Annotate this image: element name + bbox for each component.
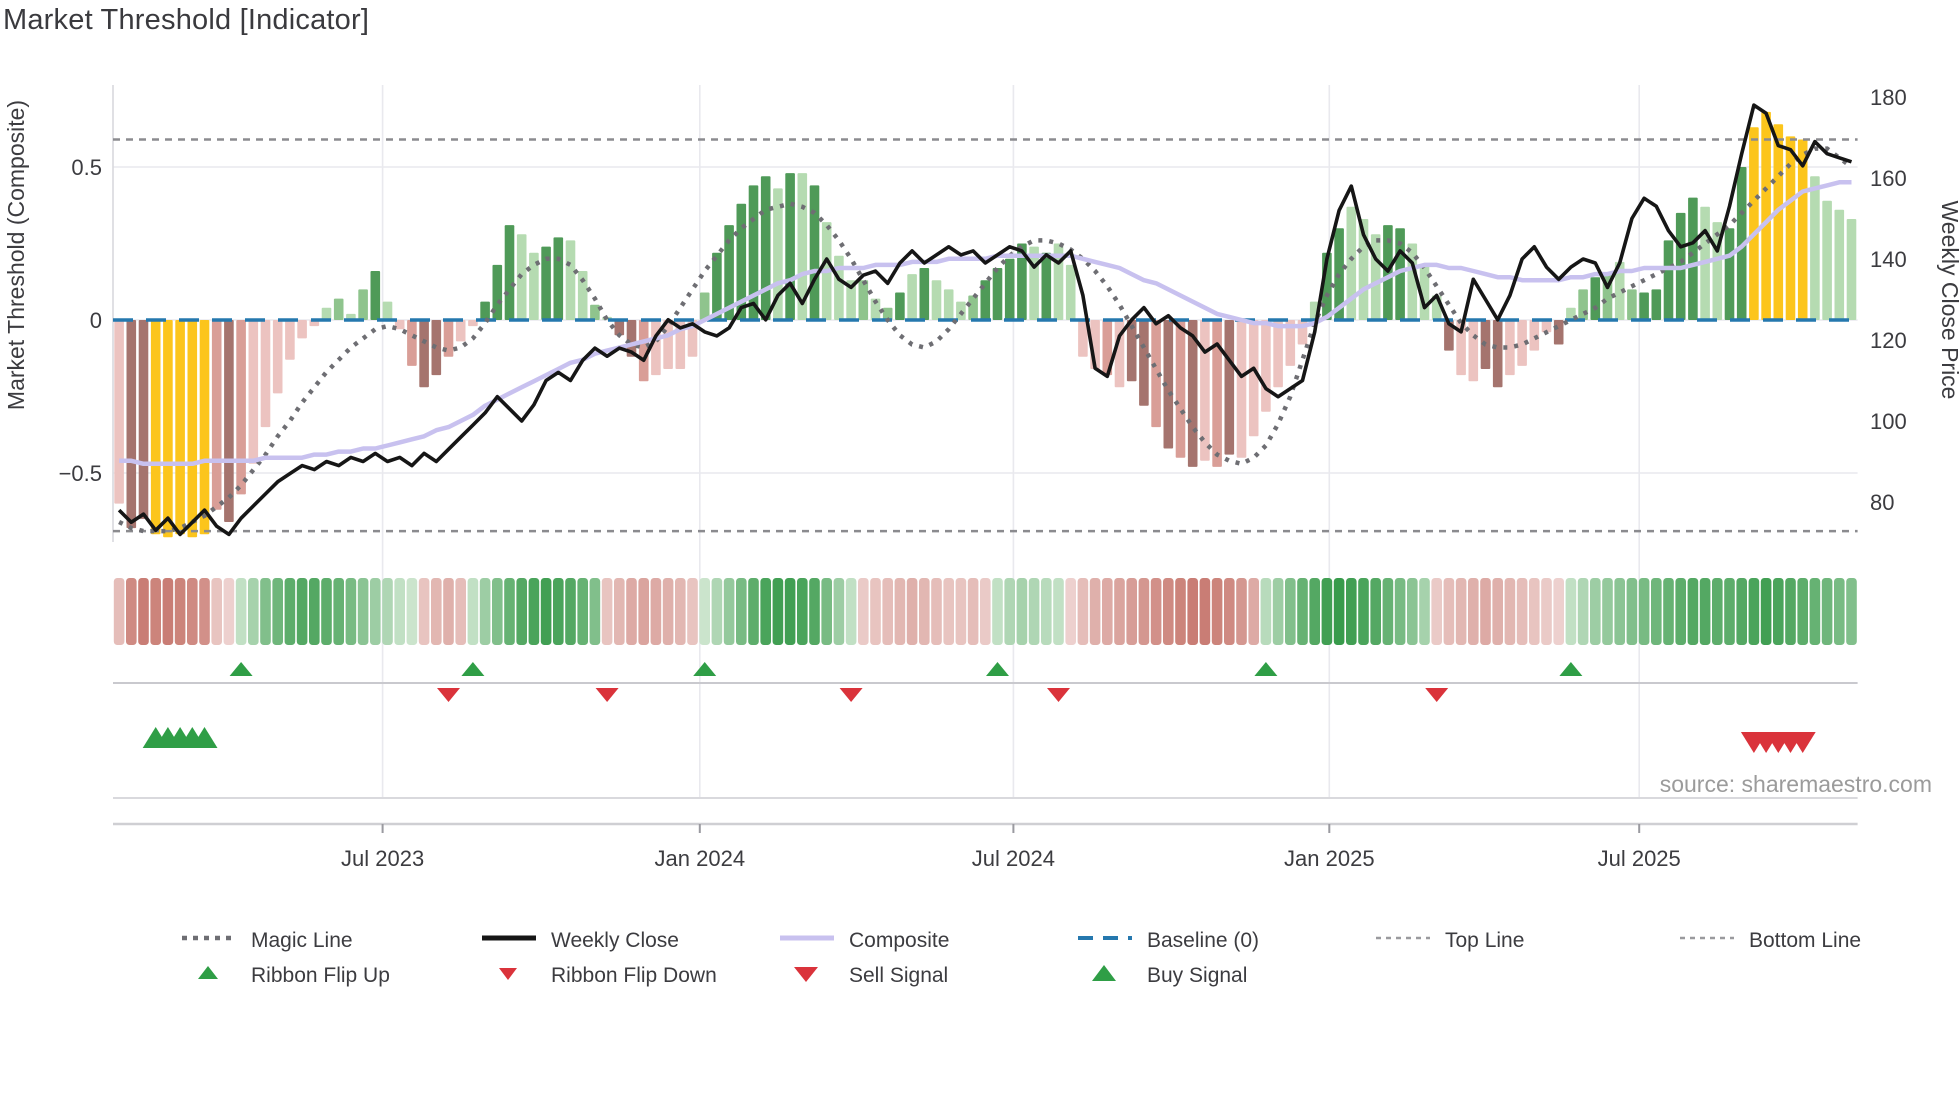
triangle-up-icon — [180, 961, 238, 990]
dashed-line-sample-icon — [1678, 926, 1736, 955]
legend-item-label: Ribbon Flip Up — [251, 963, 390, 987]
legend-item-label: Top Line — [1445, 928, 1525, 952]
composite-line — [119, 180, 1852, 467]
sell-signal-markers — [1740, 732, 1816, 753]
weekly-close-line — [117, 103, 1853, 537]
legend-item-composite: Composite — [778, 926, 949, 955]
legend-item-bottom-line: Bottom Line — [1678, 926, 1861, 955]
magic-line-sample-icon — [180, 926, 238, 955]
legend-item-top-line: Top Line — [1374, 926, 1524, 955]
legend-item-magic-line: Magic Line — [180, 926, 353, 955]
left-tick-label: −0.5 — [59, 461, 102, 486]
legend-item-label: Bottom Line — [1749, 928, 1862, 952]
chart-canvas: Jul 2023 Jan 2024 Jul 2024 Jan 2025 Jul 2025… — [3, 85, 1960, 871]
legend-item-label: Composite — [849, 928, 950, 952]
dashed-line-sample-icon — [1374, 926, 1432, 955]
legend-item-label: Baseline (0) — [1147, 928, 1260, 952]
x-tick-label: Jul 2024 — [972, 846, 1055, 871]
right-tick-label: 100 — [1870, 409, 1907, 434]
flip-up-markers — [229, 662, 1583, 676]
legend-item-ribbon-flip-down: Ribbon Flip Down — [480, 961, 717, 990]
ribbon-strip — [113, 578, 1857, 645]
vertical-gridlines — [381, 85, 1640, 798]
flip-down-markers — [437, 688, 1449, 702]
left-axis-title: Market Threshold (Composite) — [3, 100, 29, 410]
buy-signal-markers — [142, 727, 218, 748]
right-axis-ticks: 180 160 140 120 100 80 — [1870, 85, 1907, 515]
x-axis-labels: Jul 2023 Jan 2024 Jul 2024 Jan 2025 Jul 2025 — [341, 824, 1681, 871]
right-tick-label: 120 — [1870, 328, 1907, 353]
right-tick-label: 140 — [1870, 247, 1907, 272]
source-credit: source: sharemaestro.com — [1660, 771, 1932, 797]
page-title: Market Threshold [Indicator] — [3, 4, 370, 36]
right-tick-label: 160 — [1870, 166, 1907, 191]
right-axis-title: Weekly Close Price — [1937, 201, 1960, 400]
weekly-close-sample-icon — [480, 926, 538, 955]
market-threshold-chart: Jul 2023 Jan 2024 Jul 2024 Jan 2025 Jul 2025… — [3, 85, 1960, 871]
legend-item-ribbon-flip-up: Ribbon Flip Up — [180, 961, 390, 990]
legend-item-label: Weekly Close — [551, 928, 679, 952]
x-tick-label: Jul 2025 — [1598, 846, 1681, 871]
legend-item-sell-signal: Sell Signal — [778, 961, 948, 990]
x-tick-label: Jul 2023 — [341, 846, 424, 871]
legend-item-weekly-close: Weekly Close — [480, 926, 679, 955]
triangle-down-icon — [778, 961, 836, 990]
left-tick-label: 0 — [90, 308, 102, 333]
legend-item-label: Buy Signal — [1147, 963, 1248, 987]
triangle-up-icon — [1076, 961, 1134, 990]
legend-item-label: Magic Line — [251, 928, 353, 952]
right-tick-label: 180 — [1870, 85, 1907, 110]
triangle-down-icon — [480, 961, 538, 990]
legend-item-label: Ribbon Flip Down — [551, 963, 717, 987]
right-tick-label: 80 — [1870, 490, 1894, 515]
legend-item-label: Sell Signal — [849, 963, 949, 987]
legend-item-baseline-0-: Baseline (0) — [1076, 926, 1259, 955]
baseline-sample-icon — [1076, 926, 1134, 955]
composite-sample-icon — [778, 926, 836, 955]
x-tick-label: Jan 2024 — [655, 846, 746, 871]
legend-item-buy-signal: Buy Signal — [1076, 961, 1247, 990]
left-tick-label: 0.5 — [71, 155, 102, 180]
left-axis-ticks: 0.5 0 −0.5 — [59, 155, 102, 486]
x-tick-label: Jan 2025 — [1284, 846, 1375, 871]
